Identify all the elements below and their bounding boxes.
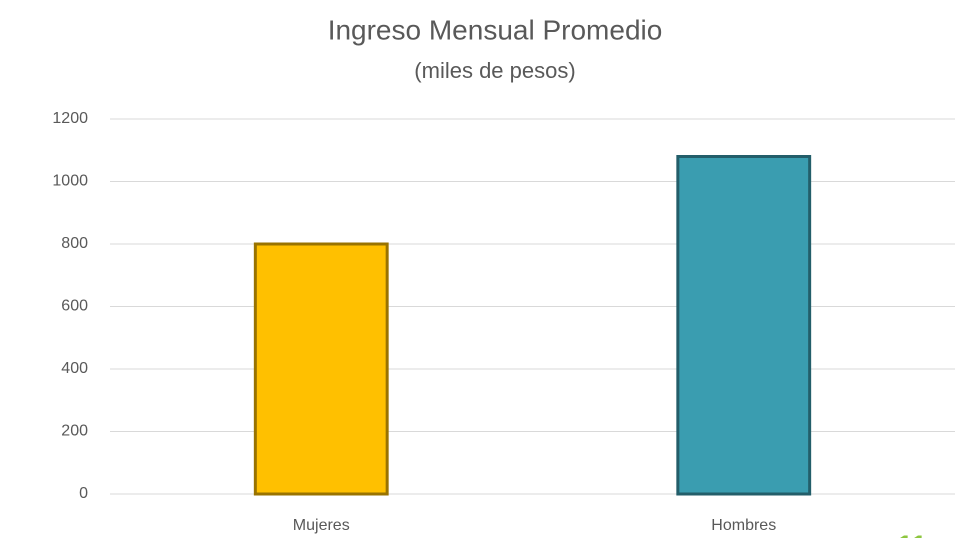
y-tick-label: 200 — [61, 423, 88, 440]
y-tick-label: 1200 — [52, 110, 88, 127]
y-tick-label: 400 — [61, 360, 88, 377]
bar — [253, 242, 389, 496]
x-tick-label: Hombres — [711, 517, 776, 534]
y-tick-label: 0 — [79, 485, 88, 502]
bar — [676, 155, 812, 496]
y-tick-label: 600 — [61, 298, 88, 315]
page-number: 11 — [897, 529, 927, 538]
chart-title: Ingreso Mensual Promedio — [328, 14, 663, 45]
chart-subtitle: (miles de pesos) — [414, 58, 575, 83]
x-tick-label: Mujeres — [293, 517, 350, 534]
y-tick-label: 800 — [61, 235, 88, 252]
y-tick-label: 1000 — [52, 173, 88, 190]
